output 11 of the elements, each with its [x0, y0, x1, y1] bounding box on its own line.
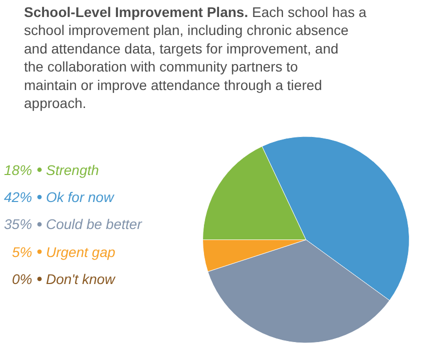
text: 0% [12, 271, 32, 287]
data-label: 35% [4, 216, 32, 232]
data-label: 18% [4, 162, 32, 178]
legend-label: Urgent gap [46, 244, 116, 260]
data-label: 42% [4, 189, 32, 205]
legend-label: Strength [46, 162, 100, 178]
legend-label: Don't know [46, 271, 116, 287]
legend-label: Ok for now [46, 189, 115, 205]
chart-title: School-Level Improvement Plans. [24, 4, 248, 20]
legend-label: Could be better [46, 216, 144, 232]
data-label: 5% [12, 244, 32, 260]
